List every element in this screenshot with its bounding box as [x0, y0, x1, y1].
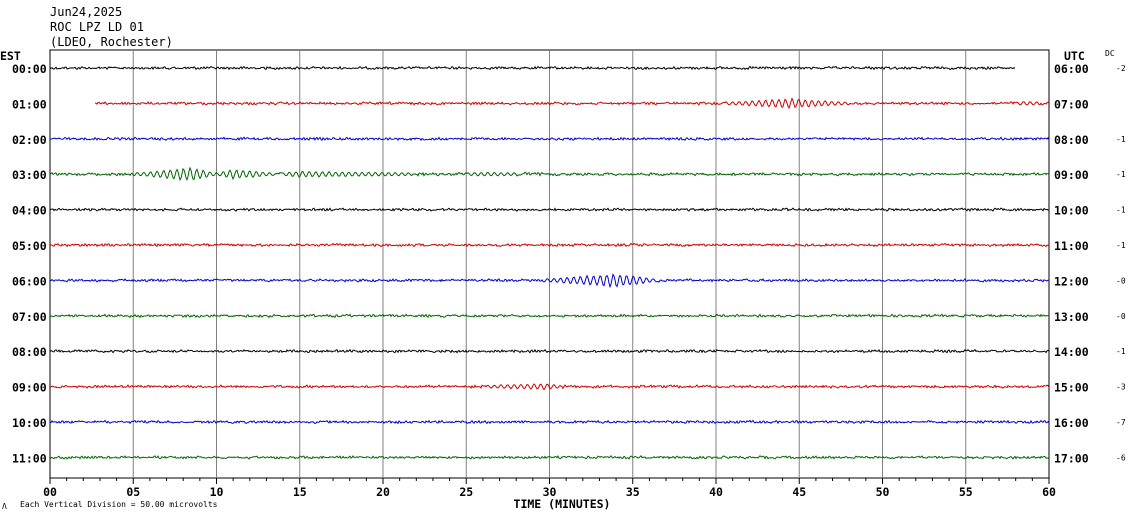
x-tick-label-35: 35 [626, 485, 640, 499]
dc-value-0900: -3 [1116, 383, 1126, 392]
dc-value-0600: -0 [1116, 276, 1126, 285]
utc-label-1600: 16:00 [1054, 416, 1089, 430]
dc-value-1100: -6 [1116, 453, 1126, 462]
x-tick-label-20: 20 [376, 485, 390, 499]
est-label-0200: 02:00 [12, 133, 47, 147]
row-labels: 00:00 06:00 -2 01:00 07:00 02:00 08:00 -1 03:00 0… [12, 62, 1126, 465]
footer-note-prefix: Λ [2, 502, 7, 511]
x-axis-ticks: 00 05 10 15 20 25 30 35 40 45 50 55 60 [43, 478, 1056, 499]
trace-0400 [49, 207, 1050, 212]
est-label-0800: 08:00 [12, 345, 47, 359]
header-date: Jun24,2025 [50, 5, 122, 19]
dc-value-0800: -1 [1116, 347, 1126, 356]
est-label-0500: 05:00 [12, 239, 47, 253]
trace-0300 [49, 166, 1050, 182]
x-tick-label-45: 45 [792, 485, 806, 499]
est-label-0700: 07:00 [12, 310, 47, 324]
trace-0000 [49, 65, 1016, 71]
utc-label-1200: 12:00 [1054, 274, 1089, 288]
x-tick-label-60: 60 [1042, 485, 1056, 499]
footer-note: Each Vertical Division = 50.00 microvolt… [20, 500, 218, 509]
trace-1000 [49, 419, 1050, 425]
est-label-0600: 06:00 [12, 274, 47, 288]
dc-value-1000: -7 [1116, 418, 1126, 427]
est-label-0000: 00:00 [12, 62, 47, 76]
trace-0100 [94, 97, 1050, 110]
utc-label-0800: 08:00 [1054, 133, 1089, 147]
x-tick-label-40: 40 [709, 485, 723, 499]
dc-value-0300: -1 [1116, 170, 1126, 179]
grid [132, 50, 967, 478]
utc-label-1100: 11:00 [1054, 239, 1089, 253]
est-label-0400: 04:00 [12, 204, 47, 218]
dc-value-0500: -1 [1116, 241, 1126, 250]
dc-label: DC [1105, 49, 1115, 58]
est-label-1100: 11:00 [12, 451, 47, 465]
utc-label-0700: 07:00 [1054, 97, 1089, 111]
utc-label-1000: 10:00 [1054, 204, 1089, 218]
dc-value-0000: -2 [1116, 64, 1126, 73]
dc-value-0400: -1 [1116, 206, 1126, 215]
est-label-0300: 03:00 [12, 168, 47, 182]
trace-0200 [49, 136, 1050, 142]
utc-label-1500: 15:00 [1054, 381, 1089, 395]
right-axis-label: UTC [1064, 49, 1085, 63]
utc-label-1400: 14:00 [1054, 345, 1089, 359]
x-tick-label-00: 00 [43, 485, 57, 499]
trace-0800 [49, 348, 1050, 354]
utc-label-0900: 09:00 [1054, 168, 1089, 182]
traces [49, 65, 1050, 460]
x-axis-label: TIME (MINUTES) [514, 497, 611, 511]
x-tick-label-55: 55 [959, 485, 973, 499]
trace-0900 [49, 383, 1050, 391]
header-station: ROC LPZ LD 01 [50, 20, 144, 34]
est-label-0900: 09:00 [12, 381, 47, 395]
est-label-1000: 10:00 [12, 416, 47, 430]
x-tick-label-30: 30 [543, 485, 557, 499]
trace-0700 [49, 313, 1050, 319]
utc-label-0600: 06:00 [1054, 62, 1089, 76]
x-tick-label-05: 05 [126, 485, 140, 499]
utc-label-1700: 17:00 [1054, 451, 1089, 465]
est-label-0100: 01:00 [12, 97, 47, 111]
x-tick-label-25: 25 [459, 485, 473, 499]
trace-1100 [49, 455, 1050, 460]
trace-0600 [49, 273, 1050, 289]
x-tick-label-10: 10 [210, 485, 224, 499]
dc-value-0200: -1 [1116, 135, 1126, 144]
x-tick-label-50: 50 [876, 485, 890, 499]
left-axis-label: EST [0, 49, 21, 63]
utc-label-1300: 13:00 [1054, 310, 1089, 324]
dc-value-0700: -0 [1116, 312, 1126, 321]
x-tick-label-15: 15 [293, 485, 307, 499]
trace-0500 [49, 242, 1050, 248]
header-network: (LDEO, Rochester) [50, 35, 173, 49]
